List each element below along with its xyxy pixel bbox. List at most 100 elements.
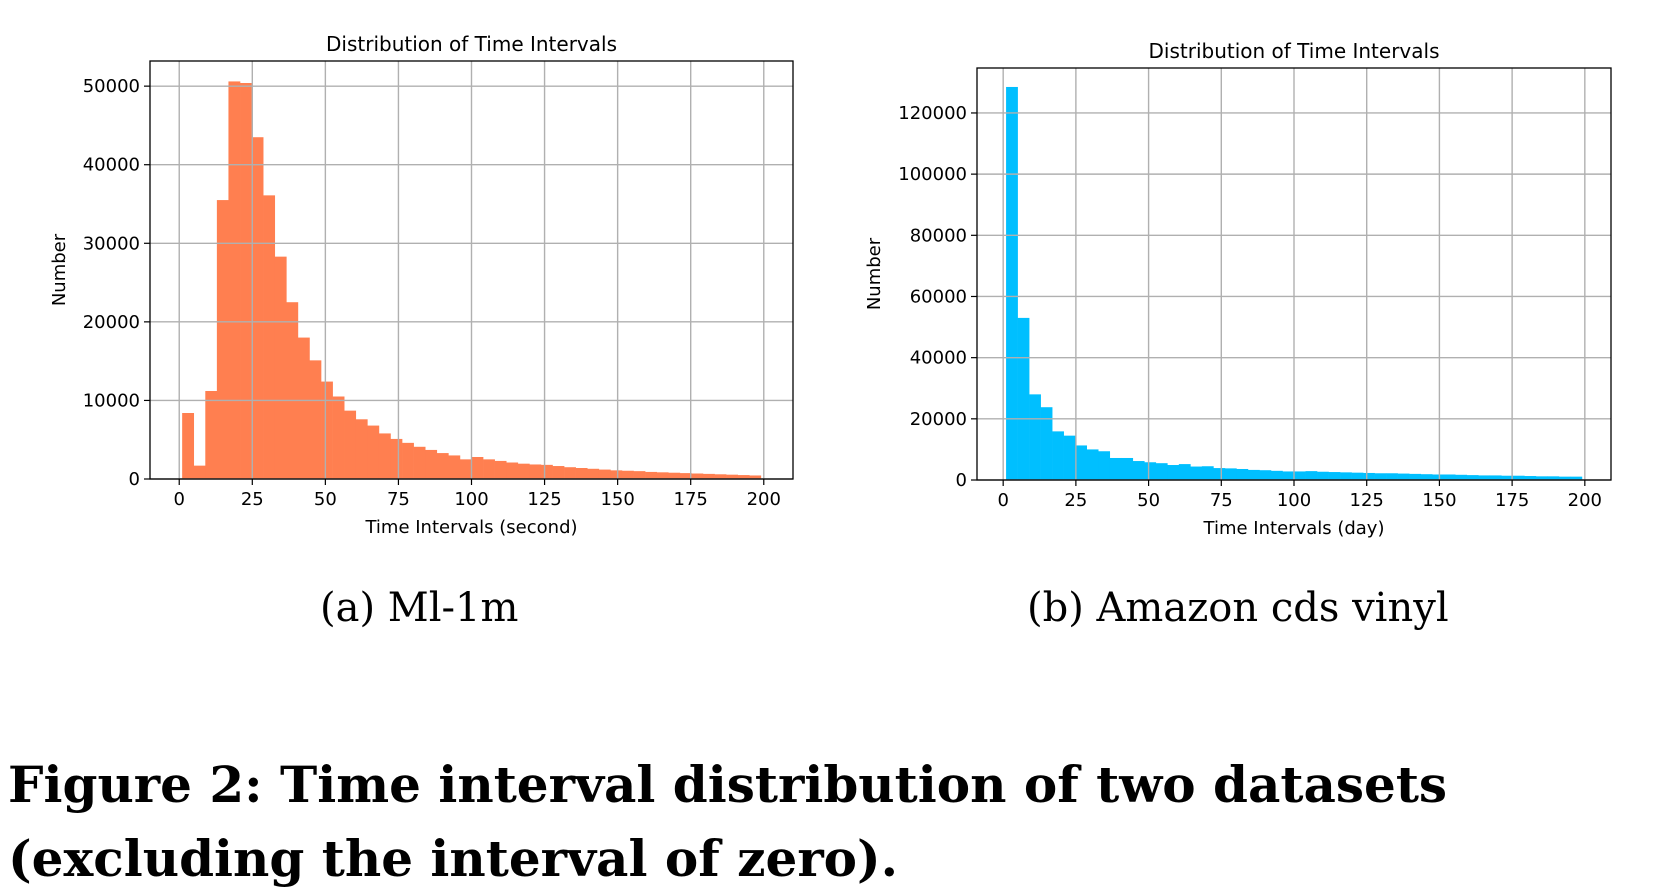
histogram-bar	[1294, 471, 1306, 480]
x-tick-label: 150	[1422, 490, 1456, 511]
figure-caption: Figure 2: Time interval distribution of …	[8, 755, 1448, 888]
histogram-bar	[1489, 475, 1502, 480]
y-tick-label: 0	[129, 469, 140, 490]
histogram-bar	[1397, 473, 1410, 480]
histogram-bar	[1259, 470, 1272, 480]
x-axis-label: Time Intervals (second)	[364, 517, 577, 538]
histogram-bar	[726, 474, 739, 479]
histogram-bar	[1063, 435, 1076, 480]
histogram-bar	[425, 449, 438, 479]
histogram-bar	[645, 471, 657, 479]
x-tick-label: 100	[454, 489, 488, 510]
y-tick-label: 10000	[83, 390, 140, 411]
histogram-bar	[1443, 474, 1456, 480]
y-tick-label: 80000	[910, 225, 967, 246]
chart-amazon: 0 25 50 75 100 125 150 175 200 0 20000 40000 60000 80…	[864, 39, 1612, 539]
histogram-bar	[1558, 476, 1571, 480]
histogram-bar	[286, 302, 299, 479]
x-tick-label: 0	[174, 489, 185, 510]
histogram-bar	[402, 442, 414, 479]
histogram-bar	[1109, 457, 1122, 480]
y-tick-label: 40000	[910, 348, 967, 369]
x-tick-label: 150	[600, 489, 634, 510]
x-tick-label: 125	[1350, 490, 1384, 511]
histogram-bar	[714, 474, 727, 479]
y-axis-label: Number	[49, 233, 70, 306]
histogram-bar	[1144, 462, 1157, 480]
histogram-bar	[1535, 476, 1548, 480]
y-tick-label: 20000	[910, 409, 967, 430]
x-tick-label: 25	[1064, 490, 1087, 511]
histogram-bar	[355, 419, 368, 479]
histogram-bar	[471, 457, 484, 479]
x-axis-label: Time Intervals (day)	[1203, 518, 1385, 539]
histogram-bar	[1017, 317, 1030, 480]
histogram-bar	[552, 466, 565, 479]
chart-title: Distribution of Time Intervals	[326, 32, 617, 56]
histogram-bar	[1501, 475, 1514, 480]
histogram-bar	[228, 81, 241, 479]
histogram-bar	[1317, 471, 1329, 480]
histogram-bar	[367, 425, 380, 479]
y-axis-label: Number	[864, 237, 885, 310]
y-tick-label: 0	[956, 470, 967, 491]
x-tick-label: 75	[387, 489, 410, 510]
histogram-bar	[1340, 472, 1352, 480]
histogram-bar	[332, 396, 345, 479]
histogram-bar	[656, 472, 669, 479]
histogram-bar	[1006, 86, 1018, 480]
histogram-bar	[205, 391, 218, 479]
histogram-bar	[1478, 475, 1491, 480]
y-tick-label: 60000	[910, 286, 967, 307]
histogram-bar	[506, 462, 519, 479]
histogram-bar	[1029, 394, 1041, 480]
histogram-bar	[702, 473, 715, 479]
histogram-bar	[633, 471, 646, 479]
histogram-bar	[459, 459, 472, 479]
histogram-bar	[1086, 449, 1099, 480]
histogram-bar	[344, 410, 357, 479]
chart-ml1m: 0 25 50 75 100 125 150 175 200 0 10000 20000 30000 40…	[49, 32, 794, 538]
y-tick-label: 50000	[83, 76, 140, 97]
histogram-bar	[1098, 451, 1111, 480]
histogram-bar	[540, 464, 553, 479]
histogram-bar	[494, 460, 507, 479]
histogram-bar	[1270, 470, 1283, 480]
histogram-bar	[1121, 457, 1134, 480]
x-tick-label: 175	[1495, 490, 1529, 511]
histogram-bar	[737, 475, 750, 479]
histogram-bar	[1167, 465, 1180, 480]
histogram-bar	[621, 470, 634, 479]
histogram-bar	[598, 469, 611, 479]
histogram-bar	[564, 467, 576, 479]
histogram-bar	[1305, 471, 1318, 480]
x-tick-label: 200	[747, 489, 781, 510]
histogram-bar	[1236, 468, 1249, 480]
histogram-bar	[1328, 472, 1341, 480]
histogram-bar	[1455, 474, 1468, 480]
histogram-bar	[529, 464, 542, 479]
y-tick-label: 40000	[83, 155, 140, 176]
histogram-bar	[1386, 473, 1398, 480]
histogram-bar	[679, 473, 692, 479]
histogram-bar	[1155, 463, 1168, 480]
histogram-bar	[483, 459, 495, 479]
chart-title: Distribution of Time Intervals	[1149, 39, 1440, 63]
histogram-bar	[1363, 472, 1375, 480]
y-tick-label: 100000	[898, 164, 967, 185]
histogram-bar	[274, 256, 287, 479]
histogram-bar	[1409, 473, 1421, 480]
histogram-bar	[1201, 466, 1214, 480]
x-tick-label: 25	[241, 489, 264, 510]
x-tick-label: 200	[1568, 490, 1602, 511]
y-tick-label: 30000	[83, 233, 140, 254]
histogram-bar	[610, 470, 623, 479]
x-tick-label: 50	[314, 489, 337, 510]
histogram-bar	[668, 472, 681, 479]
histogram-bar	[390, 438, 403, 479]
x-tick-label: 125	[527, 489, 561, 510]
histogram-bar	[1420, 474, 1433, 480]
histogram-bar	[436, 453, 449, 479]
y-tick-label: 20000	[83, 312, 140, 333]
